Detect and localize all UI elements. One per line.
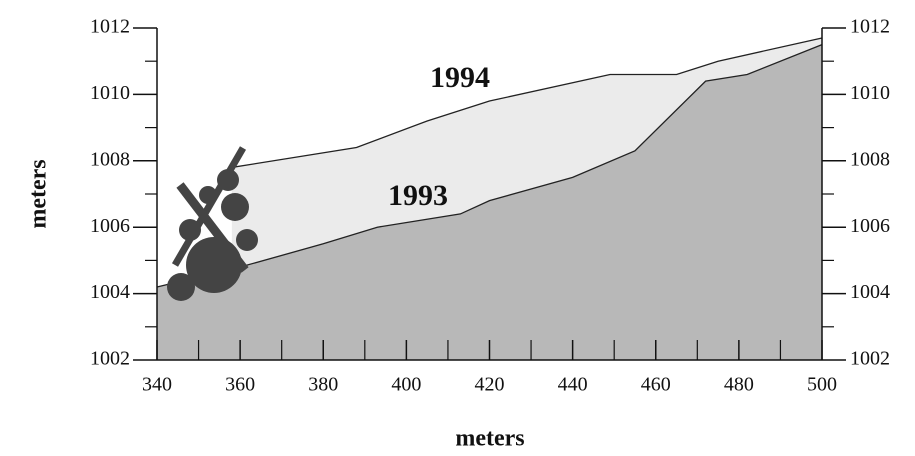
x-tick-label: 480 <box>724 374 754 396</box>
y-tick-label: 1006 <box>90 215 130 237</box>
y-tick-label: 1004 <box>90 281 130 303</box>
x-tick-label: 460 <box>641 374 671 396</box>
x-tick-label: 440 <box>558 374 588 396</box>
x-tick-label: 500 <box>807 374 837 396</box>
series-label: 1994 <box>430 61 490 94</box>
y2-tick-label: 1006 <box>850 215 890 237</box>
y-tick-label: 1008 <box>90 148 130 170</box>
y2-tick-label: 1008 <box>850 148 890 170</box>
x-tick-label: 420 <box>475 374 505 396</box>
chart: 1994 1993 meters meters 1002 1004 1006 1008… <box>0 0 915 456</box>
x-tick-label: 360 <box>225 374 255 396</box>
y2-tick-label: 1002 <box>850 348 890 370</box>
y2-tick-label: 1010 <box>850 82 890 104</box>
x-tick-label: 340 <box>142 374 172 396</box>
y2-tick-label: 1004 <box>850 281 890 303</box>
x-tick-label: 380 <box>308 374 338 396</box>
y-axis-title: meters <box>26 159 52 228</box>
x-axis-title: meters <box>455 426 524 452</box>
y2-tick-label: 1012 <box>850 16 890 38</box>
y-tick-label: 1012 <box>90 16 130 38</box>
x-tick-label: 400 <box>391 374 421 396</box>
y-tick-label: 1010 <box>90 82 130 104</box>
y-tick-label: 1002 <box>90 348 130 370</box>
series-label: 1993 <box>388 179 448 212</box>
